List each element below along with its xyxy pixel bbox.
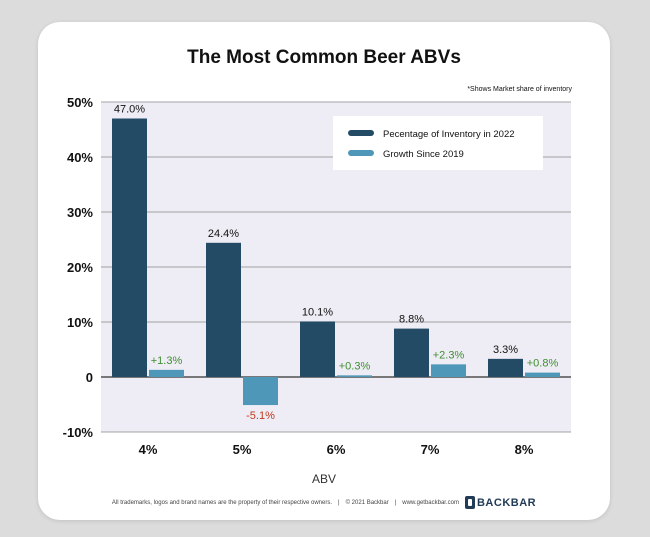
- data-label-growth: +0.3%: [339, 360, 371, 372]
- data-label-inventory: 10.1%: [302, 306, 333, 318]
- footer-divider: |: [338, 499, 340, 506]
- bar-chart: 47.0% +1.3% 24.4% -5.1% 10.1% +0.3% 8.8% +2.3% 3…: [63, 95, 571, 486]
- data-label-growth: +2.3%: [433, 349, 465, 361]
- y-tick-label: 10%: [67, 315, 93, 330]
- legend: Pecentage of Inventory in 2022 Growth Si…: [333, 116, 543, 170]
- y-tick-label: -10%: [63, 425, 94, 440]
- data-label-inventory: 8.8%: [399, 314, 424, 326]
- x-tick-label: 7%: [421, 442, 440, 457]
- bar-growth: [525, 372, 560, 377]
- data-label-inventory: 24.4%: [208, 228, 239, 240]
- bar-inventory: [300, 321, 335, 377]
- legend-label-growth: Growth Since 2019: [383, 149, 464, 160]
- data-label-growth: -5.1%: [246, 410, 275, 422]
- bar-growth: [431, 364, 466, 377]
- legend-box: [333, 116, 543, 170]
- data-labels: 47.0% +1.3% 24.4% -5.1% 10.1% +0.3% 8.8% +2.3% 3…: [114, 104, 559, 423]
- y-tick-label: 30%: [67, 205, 93, 220]
- x-tick-label: 4%: [139, 442, 158, 457]
- x-axis-title: ABV: [312, 472, 336, 486]
- bar-inventory: [112, 118, 147, 377]
- y-tick-label: 50%: [67, 95, 93, 110]
- bar-growth: [243, 377, 278, 406]
- legend-label-inventory: Pecentage of Inventory in 2022: [383, 129, 515, 140]
- bar-growth: [337, 375, 372, 377]
- y-tick-label: 40%: [67, 150, 93, 165]
- footer-disclaimer: All trademarks, logos and brand names ar…: [111, 499, 333, 506]
- legend-swatch-growth: [348, 150, 374, 156]
- data-label-inventory: 47.0%: [114, 104, 145, 116]
- legend-swatch-inventory: [348, 130, 374, 136]
- bar-inventory: [394, 328, 429, 377]
- chart-note: *Shows Market share of inventory: [467, 86, 572, 93]
- bar-inventory: [488, 358, 523, 377]
- y-tick-label: 0: [86, 370, 93, 385]
- data-label-growth: +1.3%: [151, 355, 183, 367]
- chart-card: The Most Common Beer ABVs *Shows Market …: [38, 22, 610, 520]
- backbar-logo: BACKBAR: [464, 496, 537, 509]
- chart-title: The Most Common Beer ABVs: [187, 47, 461, 68]
- bar-inventory: [206, 242, 241, 377]
- bar-growth: [149, 369, 184, 377]
- data-label-inventory: 3.3%: [493, 344, 518, 356]
- y-tick-label: 20%: [67, 260, 93, 275]
- footer: All trademarks, logos and brand names ar…: [38, 496, 610, 509]
- axis-labels: -10% 0 10% 20% 30% 40% 50% 4% 5% 6% 7% 8%: [63, 95, 534, 457]
- backbar-logo-icon: [464, 496, 475, 509]
- backbar-logo-text: BACKBAR: [476, 496, 537, 509]
- x-tick-label: 8%: [515, 442, 534, 457]
- footer-copyright: © 2021 Backbar: [345, 499, 389, 506]
- data-label-growth: +0.8%: [527, 358, 559, 370]
- bars: [112, 118, 560, 406]
- x-tick-label: 6%: [327, 442, 346, 457]
- x-tick-label: 5%: [233, 442, 252, 457]
- footer-website[interactable]: www.getbackbar.com: [402, 499, 459, 506]
- footer-divider: |: [394, 499, 397, 506]
